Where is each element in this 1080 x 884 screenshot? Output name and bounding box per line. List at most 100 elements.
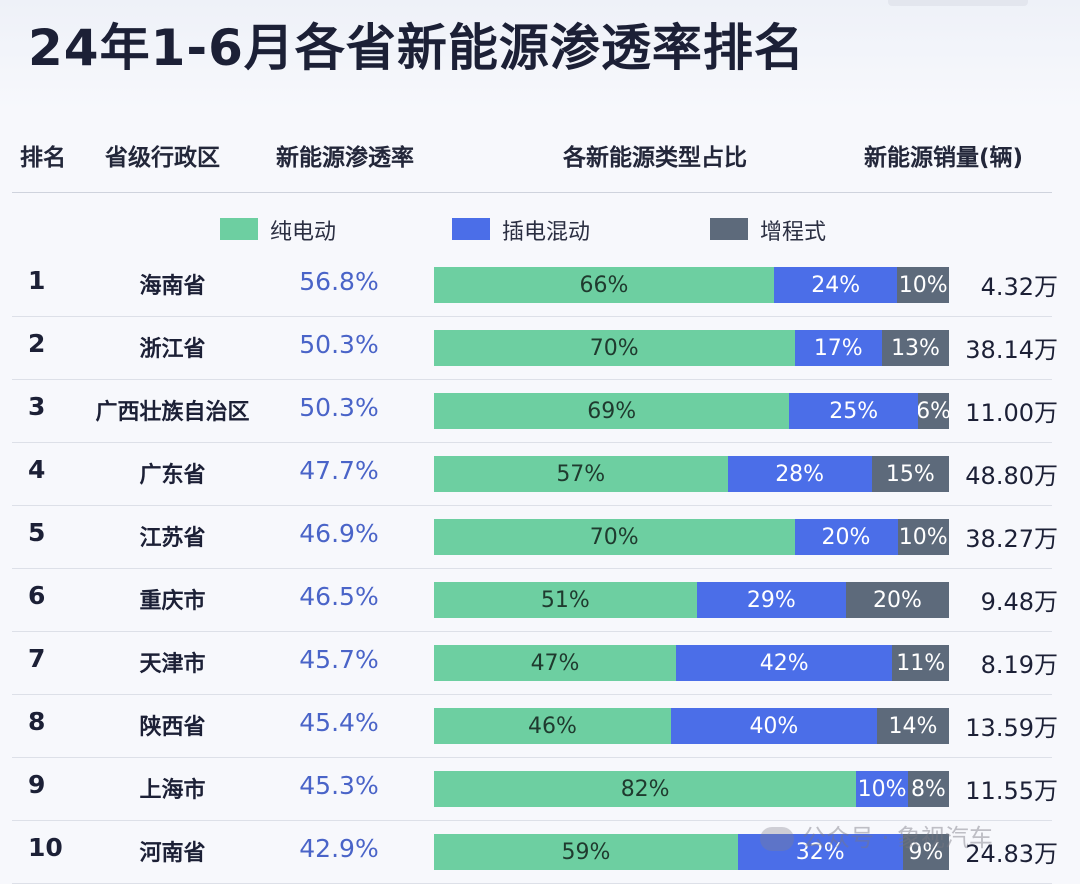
data-label-phev: 32% bbox=[795, 839, 845, 865]
rank-label: 1 bbox=[28, 266, 46, 295]
rank-label: 7 bbox=[28, 644, 46, 673]
rank-label: 10 bbox=[28, 833, 63, 862]
data-label-bev: 59% bbox=[561, 839, 611, 865]
header-mix: 各新能源类型占比 bbox=[563, 145, 747, 171]
data-label-erev: 15% bbox=[885, 461, 935, 487]
table-row: 1 海南省 56.8% 66% 24% 10% 4.32万 bbox=[0, 254, 1080, 317]
table-row: 7 天津市 45.7% 47% 42% 11% 8.19万 bbox=[0, 632, 1080, 695]
bar-segment-phev: 25% bbox=[789, 393, 919, 429]
sales-value: 38.14万 bbox=[965, 336, 1058, 364]
rank-label: 3 bbox=[28, 392, 46, 421]
legend: 纯电动 插电混动 增程式 bbox=[0, 214, 1080, 245]
chart-title: 24年1-6月各省新能源渗透率排名 bbox=[28, 19, 805, 77]
stacked-bar: 69% 25% 6% bbox=[434, 393, 949, 429]
penetration-rate: 47.7% bbox=[299, 456, 379, 485]
sales-value: 4.32万 bbox=[980, 273, 1058, 301]
row-divider bbox=[12, 505, 1052, 506]
data-label-bev: 57% bbox=[556, 461, 606, 487]
data-label-phev: 40% bbox=[749, 713, 799, 739]
row-divider bbox=[12, 820, 1052, 821]
table-row: 4 广东省 47.7% 57% 28% 15% 48.80万 bbox=[0, 443, 1080, 506]
data-label-phev: 24% bbox=[811, 272, 861, 298]
table-row: 10 河南省 42.9% 59% 32% 9% 24.83万 bbox=[0, 821, 1080, 884]
rank-label: 4 bbox=[28, 455, 46, 484]
header-region: 省级行政区 bbox=[105, 145, 220, 171]
rank-label: 5 bbox=[28, 518, 46, 547]
bar-segment-phev: 20% bbox=[794, 519, 898, 555]
row-divider bbox=[12, 379, 1052, 380]
bar-segment-phev: 29% bbox=[696, 582, 846, 618]
header-rank: 排名 bbox=[20, 145, 66, 171]
rank-label: 2 bbox=[28, 329, 46, 358]
data-label-erev: 6% bbox=[918, 398, 949, 424]
bar-segment-phev: 24% bbox=[773, 267, 898, 303]
table-row: 2 浙江省 50.3% 70% 17% 13% 38.14万 bbox=[0, 317, 1080, 380]
penetration-rate: 45.4% bbox=[299, 708, 379, 737]
table-row: 5 江苏省 46.9% 70% 20% 10% 38.27万 bbox=[0, 506, 1080, 569]
header-divider bbox=[12, 192, 1052, 193]
legend-label-erev: 增程式 bbox=[760, 220, 827, 245]
region-label: 浙江省 bbox=[139, 337, 206, 362]
sales-value: 48.80万 bbox=[965, 462, 1058, 490]
bar-segment-bev: 46% bbox=[434, 708, 671, 744]
bar-segment-erev: 13% bbox=[882, 330, 949, 366]
data-label-phev: 10% bbox=[857, 776, 907, 802]
stacked-bar: 66% 24% 10% bbox=[434, 267, 949, 303]
sales-value: 8.19万 bbox=[980, 651, 1058, 679]
bar-segment-bev: 47% bbox=[434, 645, 677, 681]
data-label-bev: 66% bbox=[579, 272, 629, 298]
region-label: 重庆市 bbox=[139, 589, 206, 614]
data-label-bev: 46% bbox=[527, 713, 577, 739]
table-row: 6 重庆市 46.5% 51% 29% 20% 9.48万 bbox=[0, 569, 1080, 632]
penetration-rate: 50.3% bbox=[299, 330, 379, 359]
bar-segment-phev: 17% bbox=[794, 330, 883, 366]
bar-segment-erev: 15% bbox=[871, 456, 949, 492]
penetration-rate: 46.5% bbox=[299, 582, 379, 611]
region-label: 上海市 bbox=[139, 778, 206, 803]
penetration-rate: 42.9% bbox=[299, 834, 379, 863]
penetration-rate: 45.3% bbox=[299, 771, 379, 800]
data-label-phev: 28% bbox=[775, 461, 825, 487]
penetration-rate: 45.7% bbox=[299, 645, 379, 674]
legend-label-phev: 插电混动 bbox=[502, 220, 591, 245]
bar-segment-erev: 20% bbox=[845, 582, 949, 618]
bar-segment-bev: 70% bbox=[434, 519, 795, 555]
data-label-bev: 69% bbox=[587, 398, 637, 424]
legend-swatch-phev bbox=[452, 218, 490, 240]
sales-value: 11.00万 bbox=[965, 399, 1058, 427]
bar-segment-bev: 59% bbox=[434, 834, 738, 870]
data-label-phev: 20% bbox=[821, 524, 871, 550]
sales-value: 38.27万 bbox=[965, 525, 1058, 553]
sales-value: 24.83万 bbox=[965, 840, 1058, 868]
sales-value: 13.59万 bbox=[965, 714, 1058, 742]
table-row: 8 陕西省 45.4% 46% 40% 14% 13.59万 bbox=[0, 695, 1080, 758]
stacked-bar: 70% 17% 13% bbox=[434, 330, 949, 366]
bar-segment-phev: 42% bbox=[676, 645, 893, 681]
bar-segment-phev: 40% bbox=[670, 708, 877, 744]
data-label-erev: 13% bbox=[891, 335, 940, 361]
data-label-erev: 14% bbox=[888, 713, 938, 739]
sales-value: 9.48万 bbox=[980, 588, 1058, 616]
region-label: 广东省 bbox=[139, 463, 206, 488]
legend-label-bev: 纯电动 bbox=[270, 220, 337, 245]
bar-segment-erev: 10% bbox=[897, 267, 949, 303]
bar-segment-bev: 57% bbox=[434, 456, 728, 492]
bar-segment-phev: 32% bbox=[737, 834, 903, 870]
stacked-bar: 57% 28% 15% bbox=[434, 456, 949, 492]
rank-label: 9 bbox=[28, 770, 46, 799]
bar-segment-bev: 70% bbox=[434, 330, 795, 366]
data-label-erev: 10% bbox=[898, 524, 948, 550]
data-label-bev: 51% bbox=[540, 587, 590, 613]
header-rate: 新能源渗透率 bbox=[276, 145, 414, 171]
data-label-erev: 20% bbox=[873, 587, 922, 613]
data-label-erev: 8% bbox=[910, 776, 946, 802]
corner-decoration bbox=[888, 0, 1028, 6]
data-label-phev: 42% bbox=[759, 650, 809, 676]
stacked-bar: 46% 40% 14% bbox=[434, 708, 949, 744]
row-divider bbox=[12, 694, 1052, 695]
bar-segment-phev: 10% bbox=[856, 771, 908, 807]
table-row: 9 上海市 45.3% 82% 10% 8% 11.55万 bbox=[0, 758, 1080, 821]
data-label-phev: 17% bbox=[813, 335, 863, 361]
bar-segment-phev: 28% bbox=[727, 456, 872, 492]
region-label: 海南省 bbox=[139, 274, 206, 299]
